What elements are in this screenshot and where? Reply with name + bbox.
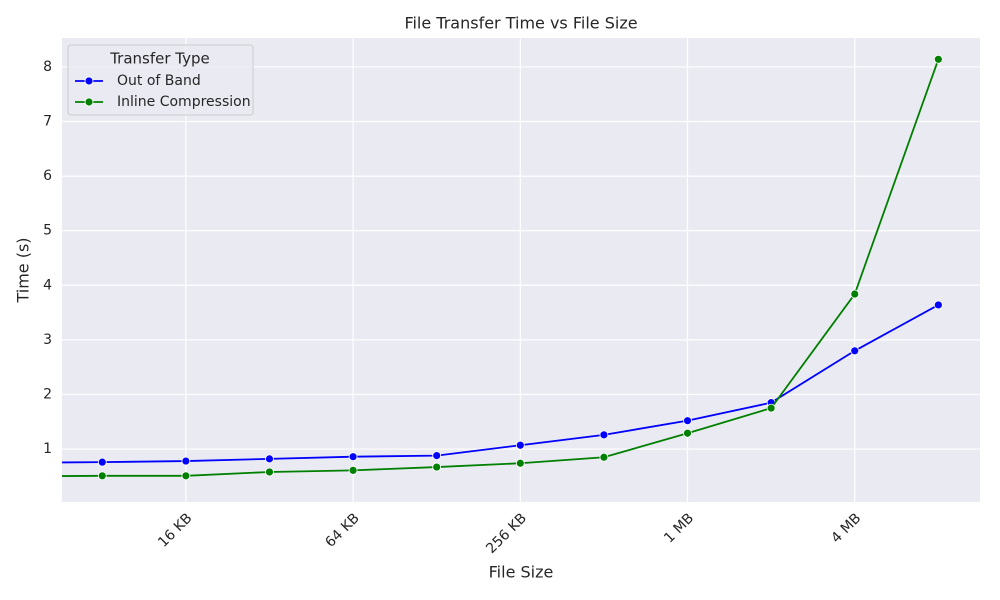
legend-box <box>67 44 254 116</box>
data-point <box>432 451 442 461</box>
data-point <box>683 428 692 438</box>
x-tick-label: 16 KB <box>155 510 195 550</box>
y-tick-label: 3 <box>43 332 52 348</box>
data-point <box>933 300 943 310</box>
x-tick-label: 1 MB <box>661 510 697 546</box>
data-point <box>766 403 776 413</box>
y-tick-label: 7 <box>43 114 52 130</box>
x-tick-label: 4 MB <box>828 510 864 546</box>
data-point <box>265 454 274 464</box>
data-point <box>181 456 191 466</box>
chart-title: File Transfer Time vs File Size <box>404 14 637 33</box>
legend-label: Out of Band <box>117 73 201 89</box>
y-tick-label: 5 <box>43 223 52 239</box>
y-tick-label: 1 <box>43 441 52 457</box>
data-point <box>97 457 107 467</box>
legend-marker <box>84 76 94 86</box>
data-point <box>181 471 191 481</box>
y-tick-label: 8 <box>43 59 52 75</box>
legend-marker <box>84 97 94 107</box>
data-point <box>515 440 525 450</box>
x-axis-label: File Size <box>489 563 554 582</box>
data-point <box>15 472 23 480</box>
y-tick-label: 2 <box>43 386 52 402</box>
data-point <box>599 452 609 462</box>
legend-title: Transfer Type <box>109 50 210 68</box>
x-tick-label: 256 KB <box>483 510 530 557</box>
data-point <box>599 430 609 440</box>
legend-label: Inline Compression <box>117 94 251 110</box>
data-point <box>933 54 943 64</box>
series-line <box>62 304 939 464</box>
data-point <box>348 465 358 475</box>
data-point <box>97 471 107 481</box>
data-point <box>515 458 525 468</box>
data-point <box>348 452 358 462</box>
data-point <box>15 459 23 467</box>
y-axis-label: Time (s) <box>14 237 33 303</box>
series-line <box>62 58 940 477</box>
data-point <box>850 289 860 299</box>
data-point <box>432 462 442 472</box>
x-tick-label: 64 KB <box>322 510 362 550</box>
data-point <box>265 467 274 477</box>
y-tick-label: 6 <box>43 168 52 184</box>
data-point <box>850 346 860 356</box>
y-tick-label: 4 <box>43 277 52 293</box>
data-point <box>683 416 692 426</box>
